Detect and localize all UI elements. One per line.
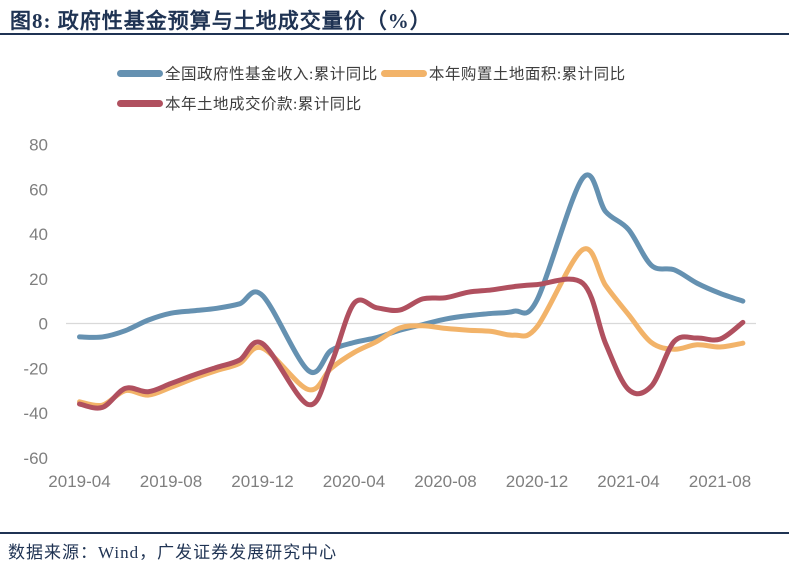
x-axis-tick-label: 2021-08	[689, 472, 751, 491]
x-axis-tick-label: 2020-04	[323, 472, 385, 491]
legend-label-gov-fund-revenue: 全国政府性基金收入:累计同比	[165, 66, 378, 83]
legend-row-1: 全国政府性基金收入:累计同比 本年购置土地面积:累计同比	[117, 58, 629, 88]
legend-item-land-transaction-value: 本年土地成交价款:累计同比	[117, 92, 362, 114]
y-axis-tick-label: 0	[39, 315, 48, 334]
legend-label-land-area-purchased: 本年购置土地面积:累计同比	[428, 66, 626, 83]
legend-label-land-transaction-value: 本年土地成交价款:累计同比	[165, 96, 362, 113]
legend-swatch-red-line	[117, 99, 163, 107]
x-axis-tick-label: 2020-08	[414, 472, 476, 491]
data-source: 数据来源：Wind，广发证券发展研究中心	[8, 543, 338, 562]
series-line-series_red	[77, 276, 746, 411]
y-axis-tick-label: 40	[29, 225, 48, 244]
y-axis-tick-label: 80	[29, 136, 48, 155]
y-axis-tick-label: 20	[29, 270, 48, 289]
x-axis-tick-label: 2019-08	[140, 472, 202, 491]
x-axis-tick-label: 2021-04	[597, 472, 659, 491]
legend-item-gov-fund-revenue: 全国政府性基金收入:累计同比	[117, 62, 378, 84]
y-axis-tick-label: 60	[29, 180, 48, 199]
legend-swatch-blue-line	[117, 69, 163, 77]
figure-header: 图8: 政府性基金预算与土地成交量价（%）	[10, 5, 780, 35]
x-axis-tick-label: 2020-12	[506, 472, 568, 491]
y-axis-tick-label: -40	[23, 404, 48, 423]
y-axis-tick-label: -20	[23, 359, 48, 378]
series-line-series_blue	[77, 172, 746, 375]
figure-title: 图8: 政府性基金预算与土地成交量价（%）	[10, 9, 432, 33]
legend-item-land-area-purchased: 本年购置土地面积:累计同比	[380, 62, 626, 84]
legend-swatch-orange-line	[380, 69, 427, 77]
x-axis-tick-label: 2019-04	[48, 472, 110, 491]
chart-legend: 全国政府性基金收入:累计同比 本年购置土地面积:累计同比 本年土地成交价款:累计…	[117, 58, 629, 118]
footer-divider	[0, 532, 789, 534]
y-axis-tick-label: -60	[23, 449, 48, 468]
x-axis-tick-label: 2019-12	[231, 472, 293, 491]
title-divider	[0, 33, 789, 35]
legend-row-2: 本年土地成交价款:累计同比	[117, 88, 629, 118]
series-line-series_orange	[77, 246, 746, 409]
